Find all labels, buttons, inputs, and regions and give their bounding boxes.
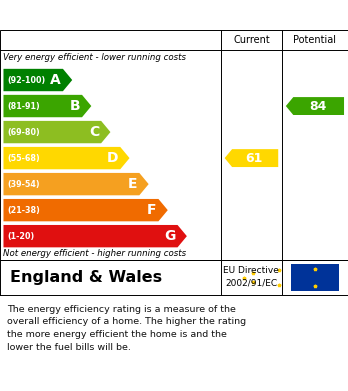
Text: Very energy efficient - lower running costs: Very energy efficient - lower running co…: [3, 53, 187, 62]
Text: B: B: [70, 99, 80, 113]
Text: Potential: Potential: [293, 35, 337, 45]
Polygon shape: [225, 149, 278, 167]
Polygon shape: [3, 121, 110, 143]
Text: (1-20): (1-20): [8, 231, 35, 240]
Text: Not energy efficient - higher running costs: Not energy efficient - higher running co…: [3, 249, 187, 258]
Text: 61: 61: [245, 152, 263, 165]
Text: (81-91): (81-91): [8, 102, 40, 111]
Text: 84: 84: [309, 100, 326, 113]
Text: F: F: [147, 203, 157, 217]
Polygon shape: [3, 69, 72, 91]
Text: A: A: [50, 73, 61, 87]
Polygon shape: [3, 173, 149, 195]
Text: (21-38): (21-38): [8, 206, 40, 215]
Polygon shape: [286, 97, 344, 115]
Text: G: G: [165, 229, 176, 243]
Text: The energy efficiency rating is a measure of the
overall efficiency of a home. T: The energy efficiency rating is a measur…: [7, 305, 246, 352]
Polygon shape: [3, 199, 168, 221]
Text: (39-54): (39-54): [8, 179, 40, 188]
Text: EU Directive
2002/91/EC: EU Directive 2002/91/EC: [223, 266, 279, 287]
Text: England & Wales: England & Wales: [10, 270, 163, 285]
Text: (92-100): (92-100): [8, 75, 46, 84]
Text: D: D: [107, 151, 118, 165]
Polygon shape: [3, 225, 187, 248]
Polygon shape: [3, 147, 129, 169]
Text: (69-80): (69-80): [8, 127, 40, 136]
Text: E: E: [128, 177, 137, 191]
Text: Energy Efficiency Rating: Energy Efficiency Rating: [10, 7, 213, 23]
Text: Current: Current: [233, 35, 270, 45]
Text: (55-68): (55-68): [8, 154, 40, 163]
Text: C: C: [89, 125, 100, 139]
Polygon shape: [3, 95, 91, 117]
FancyBboxPatch shape: [291, 264, 339, 291]
